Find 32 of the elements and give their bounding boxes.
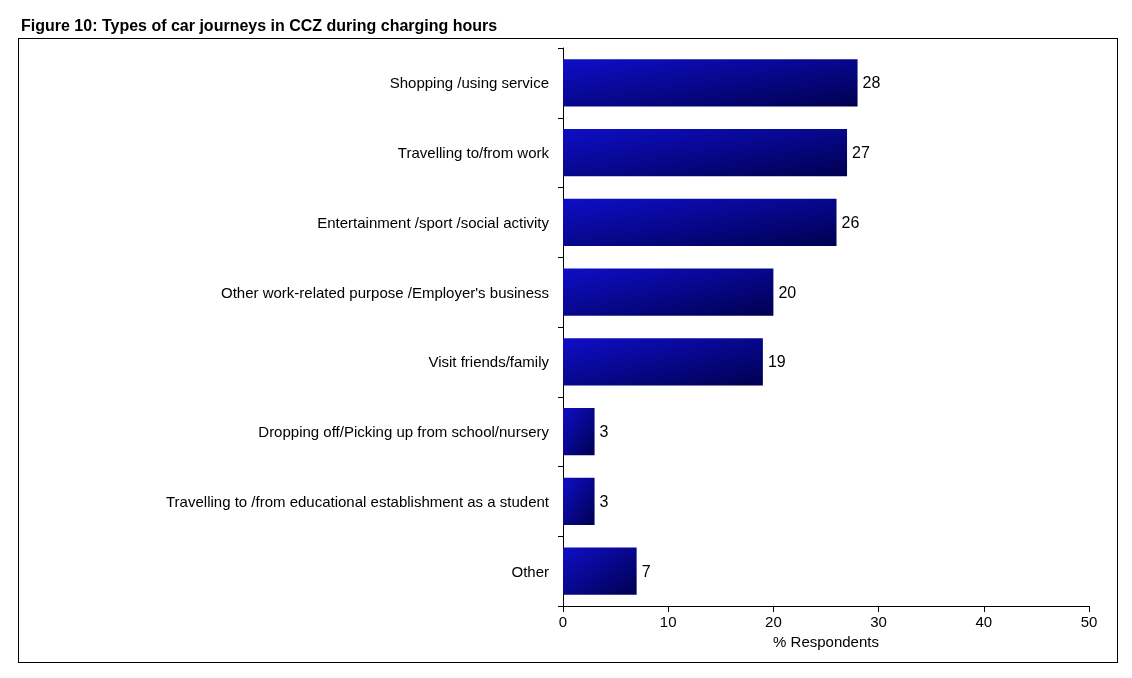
data-label: 3 bbox=[599, 492, 609, 510]
data-label: 28 bbox=[862, 74, 881, 92]
y-tick-label: Entertainment /sport /social activity bbox=[317, 213, 550, 231]
bar bbox=[563, 477, 595, 526]
bar bbox=[563, 268, 774, 316]
bar bbox=[563, 547, 637, 595]
y-tick-label: Travelling to /from educational establishment as a student bbox=[166, 492, 550, 510]
y-tick-label: Other work-related purpose /Employer's business bbox=[220, 283, 549, 301]
x-tick-label: 10 bbox=[659, 613, 677, 630]
bar bbox=[563, 198, 837, 247]
x-tick-label: 30 bbox=[870, 613, 887, 630]
data-label: 27 bbox=[852, 144, 870, 162]
data-label: 3 bbox=[599, 423, 609, 441]
x-tick-label: 40 bbox=[975, 613, 993, 630]
bar bbox=[563, 128, 848, 177]
text: Figure 10: Types of car journeys in CCZ during charging hours bbox=[21, 16, 498, 34]
x-tick-label: 50 bbox=[1080, 613, 1098, 630]
y-tick-label: Travelling to/from work bbox=[397, 144, 550, 162]
data-label: 20 bbox=[778, 283, 797, 301]
y-tick-label: Shopping /using service bbox=[389, 74, 549, 92]
bar bbox=[563, 407, 595, 456]
data-label: 7 bbox=[641, 562, 651, 580]
data-label: 26 bbox=[841, 213, 860, 231]
bar bbox=[563, 59, 858, 107]
data-label: 19 bbox=[767, 353, 786, 371]
x-tick-label: 0 bbox=[558, 613, 568, 630]
bar bbox=[563, 338, 763, 386]
y-tick-label: Visit friends/family bbox=[428, 353, 550, 371]
x-tick-label: 20 bbox=[765, 613, 782, 630]
y-tick-label: Dropping off/Picking up from school/nursery bbox=[258, 423, 550, 441]
x-axis-title: % Respondents bbox=[773, 633, 879, 650]
y-tick-label: Other bbox=[511, 562, 549, 580]
